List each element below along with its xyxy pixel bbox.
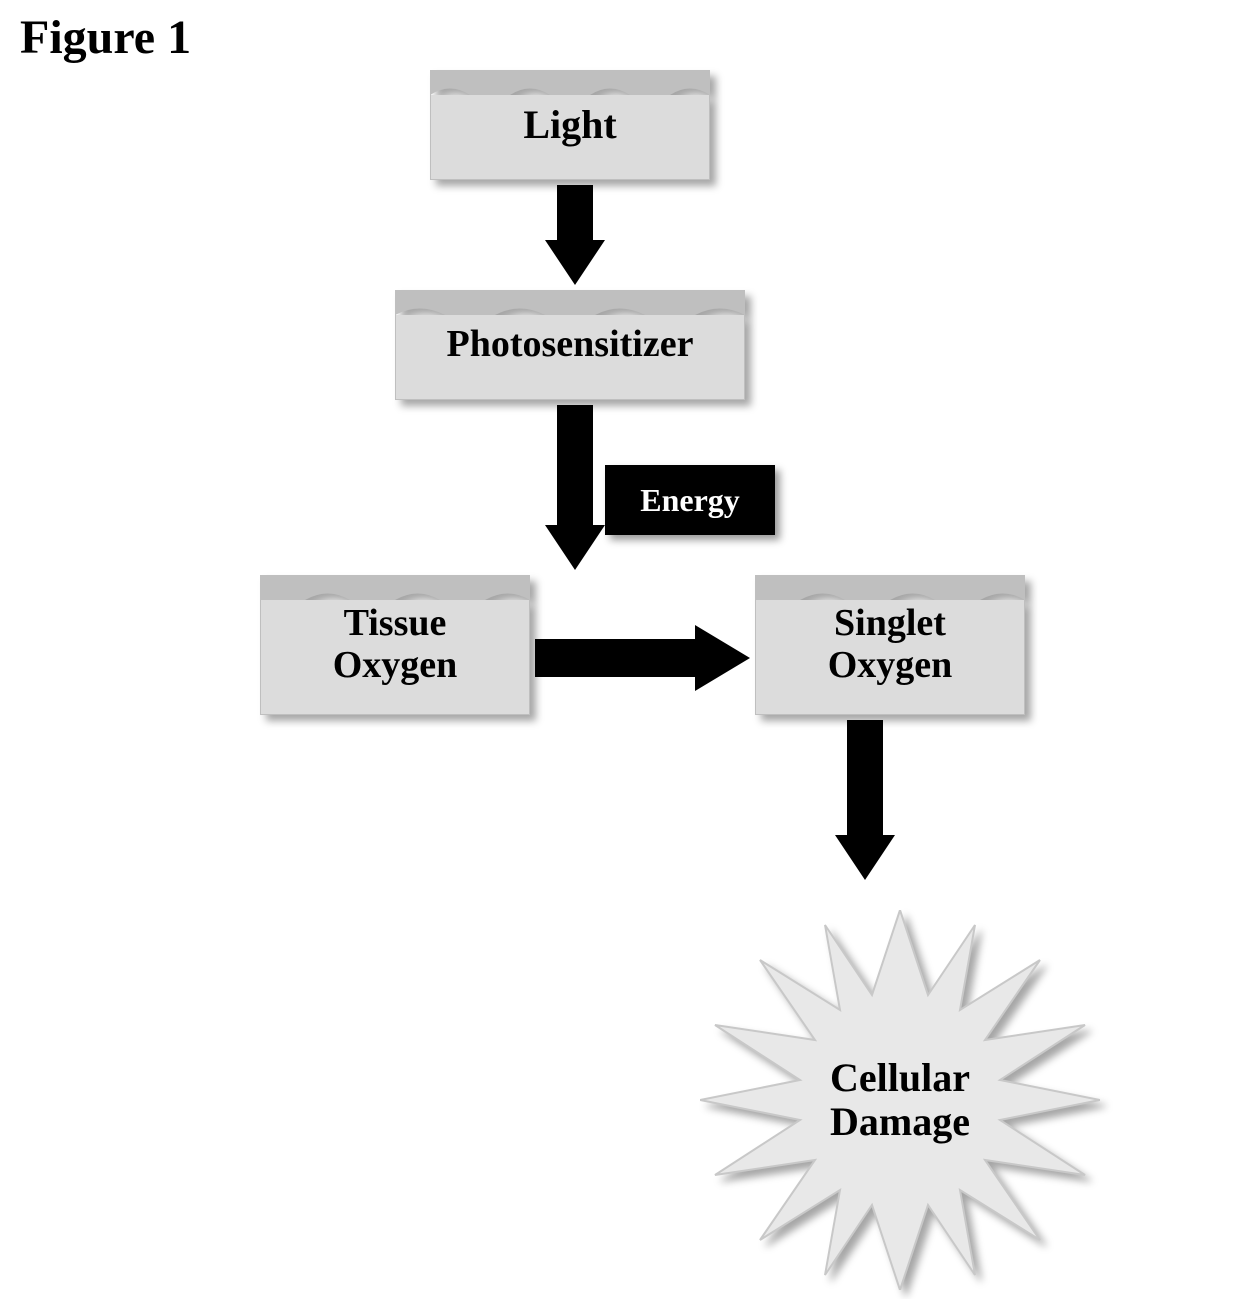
diagram-canvas: Figure 1 Light Photosensitizer Energy <box>0 0 1240 1299</box>
node-energy: Energy <box>605 465 775 535</box>
node-cellular-damage-label: Cellular Damage <box>830 1056 970 1144</box>
node-tissue-oxygen-label: Tissue Oxygen <box>333 603 458 687</box>
node-energy-label: Energy <box>640 482 740 519</box>
node-light: Light <box>430 70 710 180</box>
node-photosensitizer: Photosensitizer <box>395 290 745 400</box>
figure-title: Figure 1 <box>20 10 191 65</box>
node-light-label: Light <box>523 103 616 147</box>
arrow-photosensitizer-to-tissue <box>545 405 605 570</box>
arrow-light-to-photosensitizer <box>545 185 605 285</box>
node-photosensitizer-label: Photosensitizer <box>447 324 694 366</box>
node-singlet-oxygen: Singlet Oxygen <box>755 575 1025 715</box>
node-tissue-oxygen: Tissue Oxygen <box>260 575 530 715</box>
node-singlet-oxygen-label: Singlet Oxygen <box>828 603 953 687</box>
arrow-singlet-to-cellular <box>835 720 895 880</box>
node-cellular-damage: Cellular Damage <box>700 910 1100 1290</box>
arrow-tissue-to-singlet <box>535 625 750 691</box>
